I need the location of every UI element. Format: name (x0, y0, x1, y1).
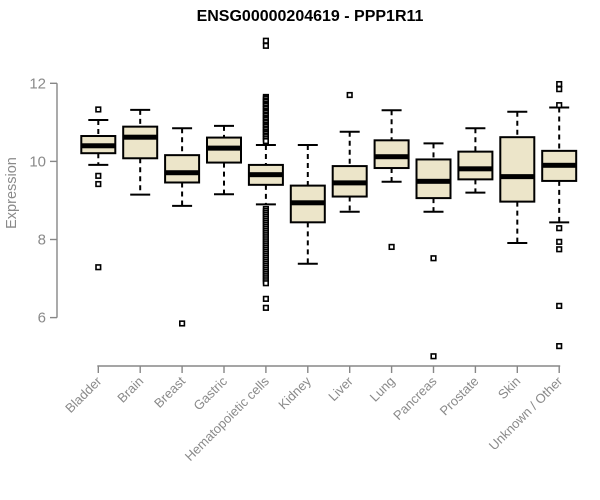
iqr-box (122, 125, 159, 160)
median-line (500, 174, 535, 180)
box-brain (122, 108, 159, 196)
x-tick-label-brain: Brain (114, 374, 146, 406)
outlier-point (556, 343, 563, 350)
outlier-point (95, 172, 102, 179)
outlier-point (95, 264, 102, 271)
outlier-point (346, 91, 353, 99)
outlier-point (556, 246, 563, 253)
outlier-point (556, 225, 563, 232)
outlier-point (95, 106, 102, 113)
box-lung (373, 109, 410, 251)
x-tick-label-gastric: Gastric (190, 373, 230, 413)
outlier-point (262, 295, 270, 302)
y-axis: 6 8 10 12 (29, 75, 58, 327)
boxes-group (80, 37, 578, 360)
outlier-point (556, 238, 563, 245)
box-hematopoietic-cells (247, 37, 284, 311)
box-prostate (457, 127, 494, 194)
median-line (207, 145, 241, 151)
y-tick-label: 8 (38, 232, 46, 249)
box-breast (164, 127, 201, 327)
x-tick-label-lung: Lung (367, 374, 398, 405)
outlier-point (556, 102, 563, 109)
median-line (248, 172, 283, 178)
y-tick-label: 10 (29, 153, 46, 170)
median-line (542, 162, 577, 168)
outlier-point (262, 37, 270, 44)
outlier-point (430, 255, 437, 262)
box-bladder (80, 106, 117, 271)
y-tick-label: 6 (38, 310, 46, 327)
box-unknown-other (541, 80, 578, 350)
outlier-point (262, 304, 270, 311)
median-line (123, 134, 158, 140)
y-axis-label: Expression (4, 157, 20, 229)
box-kidney (289, 143, 326, 265)
outlier-point (388, 243, 395, 251)
y-tick-label: 12 (29, 75, 46, 92)
median-line (165, 170, 200, 176)
x-tick-label-prostate: Prostate (437, 374, 482, 419)
median-line (290, 200, 325, 206)
x-tick-label-breast: Breast (151, 373, 188, 410)
outlier-point (430, 353, 437, 360)
box-liver (331, 91, 368, 213)
median-line (332, 180, 367, 186)
x-tick-label-pancreas: Pancreas (390, 373, 440, 423)
median-line (416, 178, 451, 184)
outlier-point (262, 42, 270, 49)
x-tick-label-unknown-other: Unknown / Other (486, 373, 566, 453)
box-skin (499, 110, 536, 245)
x-tick-label-liver: Liver (325, 373, 356, 404)
outlier-point (556, 302, 563, 309)
x-tick-label-skin: Skin (495, 374, 523, 402)
outlier-point (556, 86, 563, 93)
median-line (374, 154, 409, 160)
outlier-point (262, 280, 270, 287)
chart-title: ENSG00000204619 - PPP1R11 (197, 8, 424, 25)
x-tick-label-bladder: Bladder (62, 373, 105, 416)
outlier-point (95, 180, 102, 188)
iqr-box (457, 150, 494, 181)
box-gastric (206, 124, 242, 196)
box-pancreas (415, 142, 452, 360)
iqr-box (499, 136, 536, 203)
median-line (81, 143, 116, 149)
outlier-point (556, 80, 563, 88)
iqr-box (415, 158, 452, 200)
outlier-point (262, 137, 270, 145)
iqr-box (373, 139, 410, 170)
outlier-point (179, 320, 186, 327)
x-tick-label-kidney: Kidney (275, 373, 314, 412)
iqr-box (164, 154, 201, 184)
median-line (458, 166, 493, 172)
